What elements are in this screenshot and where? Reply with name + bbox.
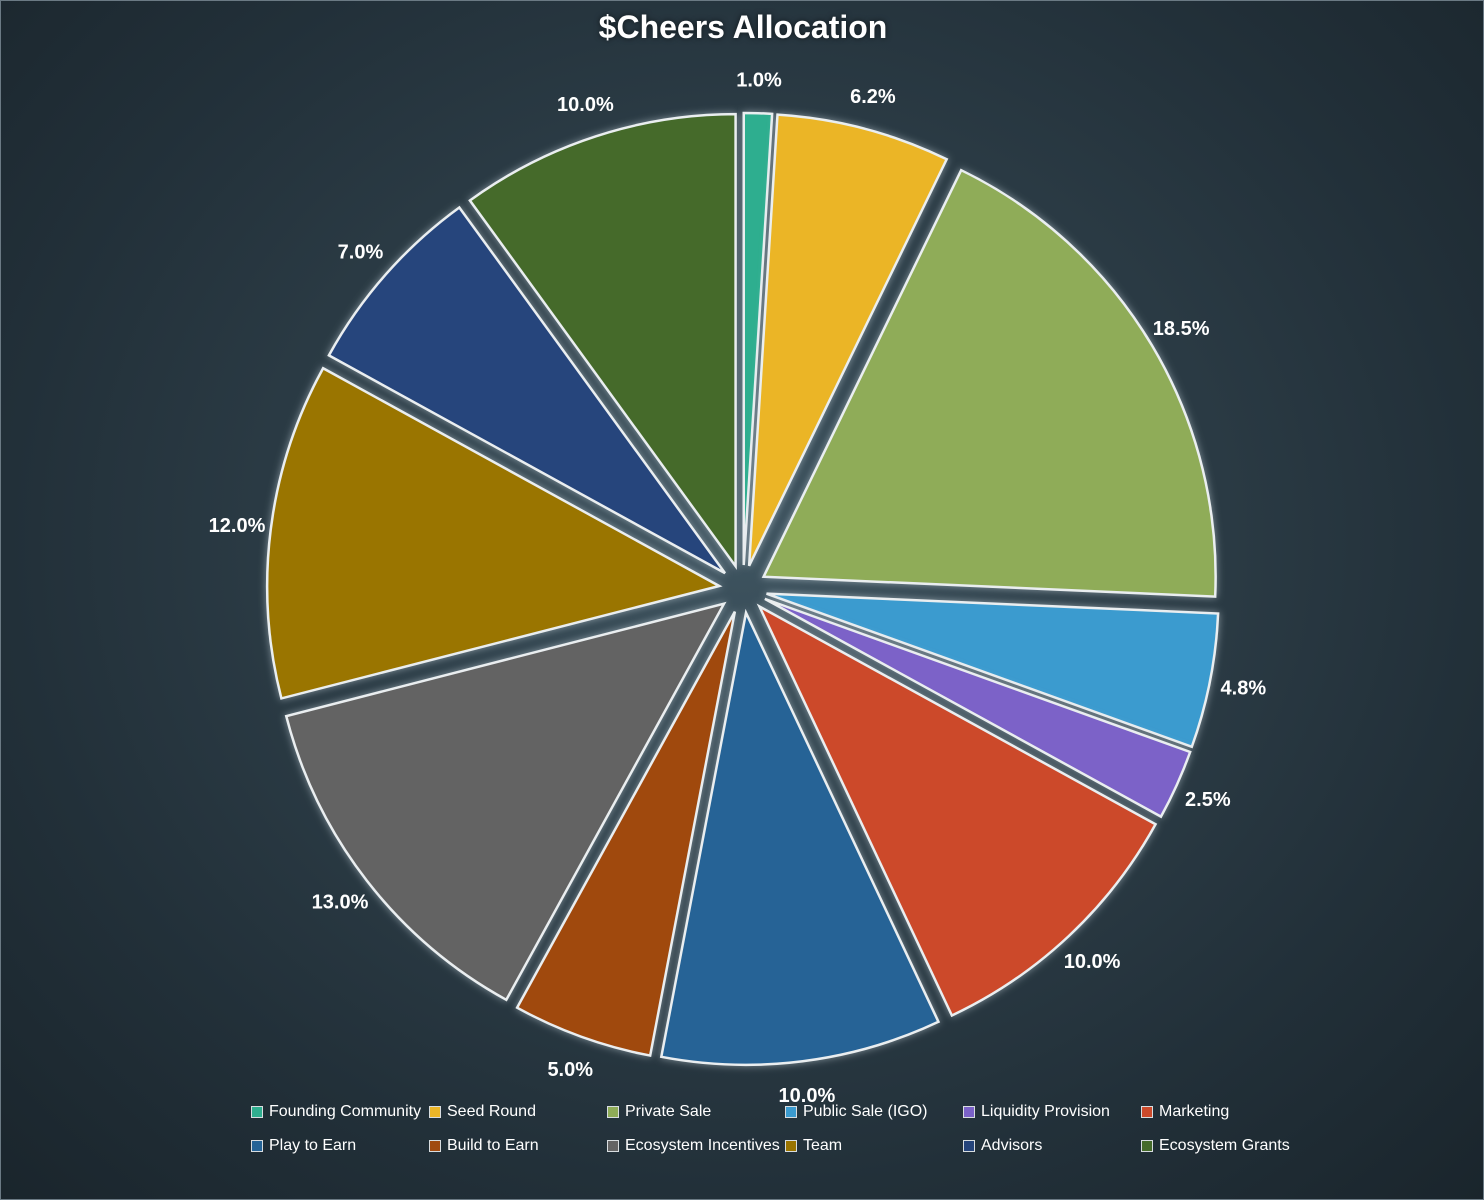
legend-swatch — [251, 1140, 263, 1152]
legend-swatch — [429, 1140, 441, 1152]
legend-swatch — [785, 1140, 797, 1152]
legend-swatch — [1141, 1140, 1153, 1152]
legend-label: Advisors — [981, 1137, 1043, 1154]
data-label: 2.5% — [1185, 789, 1231, 811]
legend-item: Liquidity Provision — [963, 1101, 1110, 1123]
legend-label: Ecosystem Incentives — [625, 1137, 780, 1154]
data-label: 10.0% — [557, 94, 614, 116]
legend-label: Build to Earn — [447, 1137, 539, 1154]
data-label: 7.0% — [338, 242, 384, 264]
legend-label: Ecosystem Grants — [1159, 1137, 1290, 1154]
legend-item: Private Sale — [607, 1101, 711, 1123]
data-label: 1.0% — [736, 69, 782, 91]
legend-swatch — [785, 1106, 797, 1118]
legend-item: Seed Round — [429, 1101, 536, 1123]
legend-label: Liquidity Provision — [981, 1103, 1110, 1120]
pie-slice-advisors — [327, 205, 727, 575]
legend-item: Play to Earn — [251, 1135, 356, 1157]
legend-item: Public Sale (IGO) — [785, 1101, 927, 1123]
data-label: 12.0% — [209, 515, 266, 537]
legend-swatch — [251, 1106, 263, 1118]
pie-slice-team — [265, 366, 723, 700]
pie-slice-private-sale — [761, 168, 1217, 598]
data-label: 6.2% — [850, 86, 896, 108]
pie-slice-seed-round — [747, 113, 949, 567]
legend-swatch — [963, 1140, 975, 1152]
pie-slice-public-sale-igo — [766, 592, 1220, 749]
legend-item: Marketing — [1141, 1101, 1229, 1123]
legend-item: Ecosystem Grants — [1141, 1135, 1290, 1157]
legend-label: Marketing — [1159, 1103, 1230, 1120]
legend-swatch — [429, 1106, 441, 1118]
pie-slice-founding-community — [742, 111, 774, 566]
legend-swatch — [1141, 1106, 1153, 1118]
pie-slice-liquidity-provision — [764, 597, 1192, 819]
data-label: 18.5% — [1153, 318, 1210, 340]
legend-label: Play to Earn — [269, 1137, 357, 1154]
chart-title: $Cheers Allocation — [598, 9, 888, 45]
legend-label: Team — [803, 1137, 843, 1154]
legend-swatch — [963, 1106, 975, 1118]
data-label: 13.0% — [312, 892, 369, 914]
pie-slice-marketing — [756, 603, 1158, 1018]
legend-label: Founding Community — [269, 1103, 422, 1120]
legend-item: Ecosystem Incentives — [607, 1135, 780, 1157]
data-label: 4.8% — [1221, 678, 1267, 700]
pie-slice-play-to-earn — [659, 608, 941, 1067]
legend-label: Seed Round — [447, 1103, 536, 1120]
data-label: 5.0% — [547, 1059, 593, 1081]
legend-item: Build to Earn — [429, 1135, 539, 1157]
legend-swatch — [607, 1140, 619, 1152]
data-label: 10.0% — [1064, 951, 1121, 973]
data-label: 10.0% — [779, 1085, 836, 1107]
legend-item: Founding Community — [251, 1101, 421, 1123]
pie-slice-ecosystem-incentives — [284, 601, 727, 1002]
legend-item: Advisors — [963, 1135, 1042, 1157]
legend-label: Private Sale — [625, 1103, 712, 1120]
legend-swatch — [607, 1106, 619, 1118]
pie-slice-build-to-earn — [515, 610, 737, 1058]
labels-layer: 1.0% 6.2% 18.5% 4.8% 2.5% 10.0% 10.0% 5.0% 13.0%… — [209, 69, 1267, 1107]
legend-item: Team — [785, 1135, 842, 1157]
pie-slice-ecosystem-grants — [468, 112, 737, 571]
slices-layer — [265, 111, 1220, 1067]
legend-label: Public Sale (IGO) — [803, 1103, 928, 1120]
